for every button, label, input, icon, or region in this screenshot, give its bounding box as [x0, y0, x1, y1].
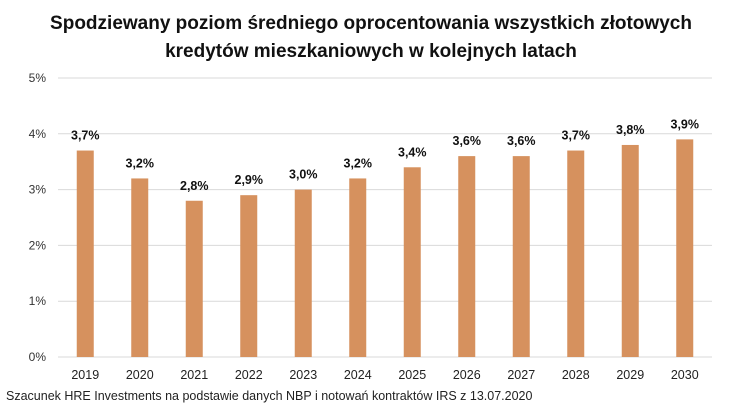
chart-title: Spodziewany poziom średniego oprocentowa… — [0, 10, 742, 66]
data-label-2024: 3,2% — [344, 156, 373, 170]
bar-2025 — [403, 167, 421, 357]
chart-title-line-1: Spodziewany poziom średniego oprocentowa… — [50, 13, 692, 34]
bar-2021 — [185, 200, 203, 357]
x-tick-label-2029: 2029 — [616, 368, 644, 382]
x-tick-label-2019: 2019 — [71, 368, 99, 382]
x-tick-label-2027: 2027 — [507, 368, 535, 382]
bar-2030 — [676, 139, 694, 357]
data-label-2020: 3,2% — [126, 156, 155, 170]
bar-2028 — [567, 150, 585, 357]
bar-2022 — [240, 195, 258, 357]
x-tick-label-2023: 2023 — [289, 368, 317, 382]
data-label-2021: 2,8% — [180, 179, 209, 193]
y-tick-label: 2% — [29, 238, 47, 252]
x-tick-label-2020: 2020 — [126, 368, 154, 382]
data-label-2025: 3,4% — [398, 145, 427, 159]
y-tick-label: 5% — [29, 71, 47, 85]
bar-2026 — [458, 156, 476, 357]
y-tick-label: 4% — [29, 127, 47, 141]
data-label-2026: 3,6% — [453, 134, 482, 148]
bar-2023 — [294, 189, 312, 357]
x-tick-label-2028: 2028 — [562, 368, 590, 382]
bar-2019 — [76, 150, 94, 357]
x-tick-label-2024: 2024 — [344, 368, 372, 382]
data-label-2019: 3,7% — [71, 129, 100, 143]
y-tick-label: 1% — [29, 294, 47, 308]
y-tick-label: 3% — [29, 183, 47, 197]
bar-2027 — [512, 156, 530, 357]
x-tick-label-2025: 2025 — [398, 368, 426, 382]
source-note: Szacunek HRE Investments na podstawie da… — [6, 389, 533, 403]
bar-2024 — [349, 178, 367, 357]
bar-2029 — [621, 144, 639, 357]
data-label-2023: 3,0% — [289, 168, 318, 182]
data-label-2029: 3,8% — [616, 123, 645, 137]
y-tick-label: 0% — [29, 350, 47, 364]
data-label-2022: 2,9% — [235, 173, 264, 187]
x-tick-label-2021: 2021 — [180, 368, 208, 382]
x-tick-label-2022: 2022 — [235, 368, 263, 382]
bar-2020 — [131, 178, 149, 357]
data-label-2028: 3,7% — [562, 129, 591, 143]
data-label-2027: 3,6% — [507, 134, 536, 148]
chart-title-line-2: kredytów mieszkaniowych w kolejnych lata… — [165, 41, 577, 62]
data-label-2030: 3,9% — [671, 117, 700, 131]
x-tick-label-2026: 2026 — [453, 368, 481, 382]
x-tick-label-2030: 2030 — [671, 368, 699, 382]
